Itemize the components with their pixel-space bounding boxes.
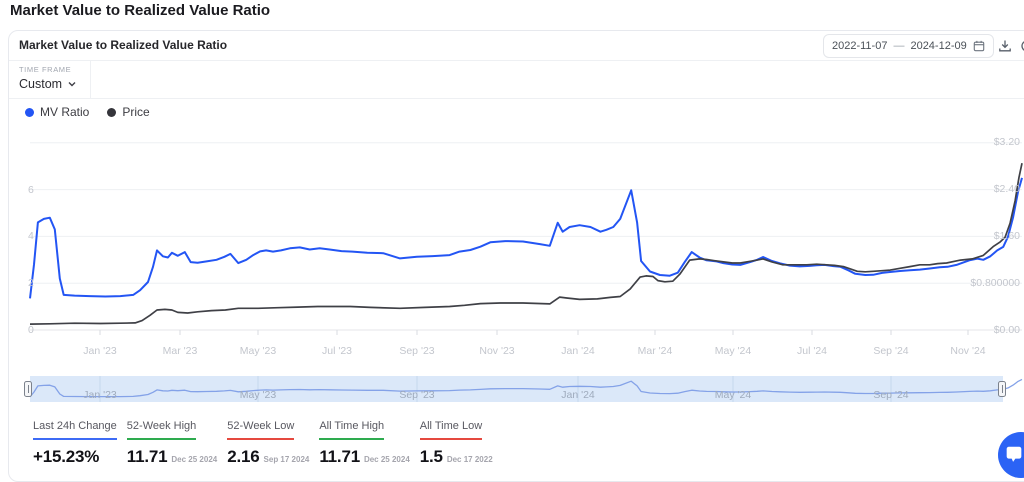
brush-tick-label: Sep '24 — [873, 389, 909, 401]
stat-label: Last 24h Change — [33, 420, 117, 440]
stat-value: 11.71 — [319, 447, 360, 466]
mv-ratio-dot-icon — [25, 107, 34, 117]
date-range-end: 2024-12-09 — [910, 40, 967, 52]
stat-value: 11.71 — [126, 447, 168, 466]
right-axis-tick-label: $0.800000 — [970, 277, 1020, 289]
timeframe-value: Custom — [19, 77, 63, 91]
x-axis-tick-label: Mar '23 — [162, 345, 198, 357]
chart-legend: MV Ratio Price — [9, 98, 1024, 126]
brush-handle-left[interactable] — [24, 381, 32, 397]
x-axis-tick-label: Jul '24 — [796, 345, 828, 357]
stat-value: 2.16 — [227, 447, 260, 466]
stat-52-week-low: 52-Week Low 2.16 Sep 17 2024 — [227, 420, 309, 467]
left-axis-tick-label: 4 — [28, 230, 34, 243]
stat-date: Dec 17 2022 — [446, 455, 493, 464]
right-axis-tick-label: $1.60 — [993, 230, 1020, 242]
page-title: Market Value to Realized Value Ratio — [10, 2, 271, 19]
brush-handle-right[interactable] — [998, 381, 1006, 397]
x-axis-tick-label: Jul '23 — [321, 345, 353, 357]
x-axis-tick-label: Nov '23 — [479, 345, 515, 357]
x-axis-tick-label: Jan '23 — [83, 345, 117, 357]
stat-date: Sep 17 2024 — [263, 455, 310, 464]
stat-date: Dec 25 2024 — [363, 455, 410, 464]
date-range-start: 2022-11-07 — [832, 40, 888, 52]
stat-all-time-low: All Time Low 1.5 Dec 17 2022 — [419, 420, 493, 467]
brush-tick-label: May '23 — [239, 389, 277, 401]
calendar-icon — [973, 40, 985, 52]
stat-value: 1.5 — [419, 447, 443, 466]
stat-last-24h-change: Last 24h Change +15.23% — [33, 420, 117, 467]
x-axis-tick-label: May '24 — [714, 345, 752, 357]
date-range-picker[interactable]: 2022-11-07 — 2024-12-09 — [823, 34, 994, 58]
toolbar-row: TIME FRAME Custom — [9, 60, 1024, 99]
x-axis-tick-label: Jan '24 — [561, 345, 595, 357]
stat-label: All Time Low — [419, 420, 483, 440]
stat-all-time-high: All Time High 11.71 Dec 25 2024 — [319, 420, 410, 467]
legend-label: Price — [122, 105, 150, 119]
left-axis-tick-label: 2 — [28, 277, 34, 290]
x-axis-tick-label: May '23 — [239, 345, 277, 357]
brush-tick-label: Jan '24 — [561, 389, 595, 401]
stat-52-week-high: 52-Week High 11.71 Dec 25 2024 — [126, 420, 218, 467]
brush-tick-label: May '24 — [714, 389, 752, 401]
chevron-down-icon — [67, 79, 77, 89]
right-axis-tick-label: $0.00 — [993, 324, 1020, 336]
legend-item-price[interactable]: Price — [107, 105, 150, 119]
right-axis-tick-label: $2.40 — [993, 183, 1020, 195]
stat-label: All Time High — [319, 420, 385, 440]
stat-date: Dec 25 2024 — [171, 455, 218, 464]
left-axis-tick-label: 0 — [28, 324, 34, 336]
download-button[interactable] — [996, 37, 1014, 55]
timeframe-label: TIME FRAME — [19, 65, 72, 74]
x-axis-tick-label: Nov '24 — [950, 345, 986, 357]
right-axis-tick-label: $3.20 — [993, 136, 1020, 148]
more-icon — [1020, 39, 1024, 53]
brush-tick-label: Jan '23 — [83, 389, 117, 401]
stats-bar: Last 24h Change +15.23% 52-Week High 11.… — [33, 420, 493, 467]
card-header: Market Value to Realized Value Ratio 202… — [9, 31, 1024, 61]
stat-value: +15.23% — [33, 447, 100, 466]
chat-bubble-icon — [1003, 444, 1024, 466]
chart-plot-area[interactable] — [30, 130, 1022, 330]
legend-item-mv-ratio[interactable]: MV Ratio — [25, 105, 89, 119]
brush-track[interactable] — [30, 376, 1003, 402]
legend-label: MV Ratio — [40, 105, 90, 119]
left-axis-tick-label: 6 — [28, 183, 34, 196]
price-dot-icon — [107, 107, 117, 117]
clipped-header-icon[interactable] — [1021, 37, 1024, 55]
download-icon — [998, 39, 1012, 53]
brush-tick-label: Sep '23 — [399, 389, 435, 401]
timeframe-select[interactable]: TIME FRAME Custom — [9, 60, 91, 98]
stat-label: 52-Week Low — [227, 420, 295, 440]
date-range-separator: — — [893, 40, 905, 52]
stat-label: 52-Week High — [126, 420, 197, 440]
x-axis-tick-label: Sep '23 — [399, 345, 435, 357]
x-axis-tick-label: Mar '24 — [637, 345, 673, 357]
x-axis-tick-label: Sep '24 — [873, 345, 909, 357]
card-title: Market Value to Realized Value Ratio — [19, 38, 228, 52]
